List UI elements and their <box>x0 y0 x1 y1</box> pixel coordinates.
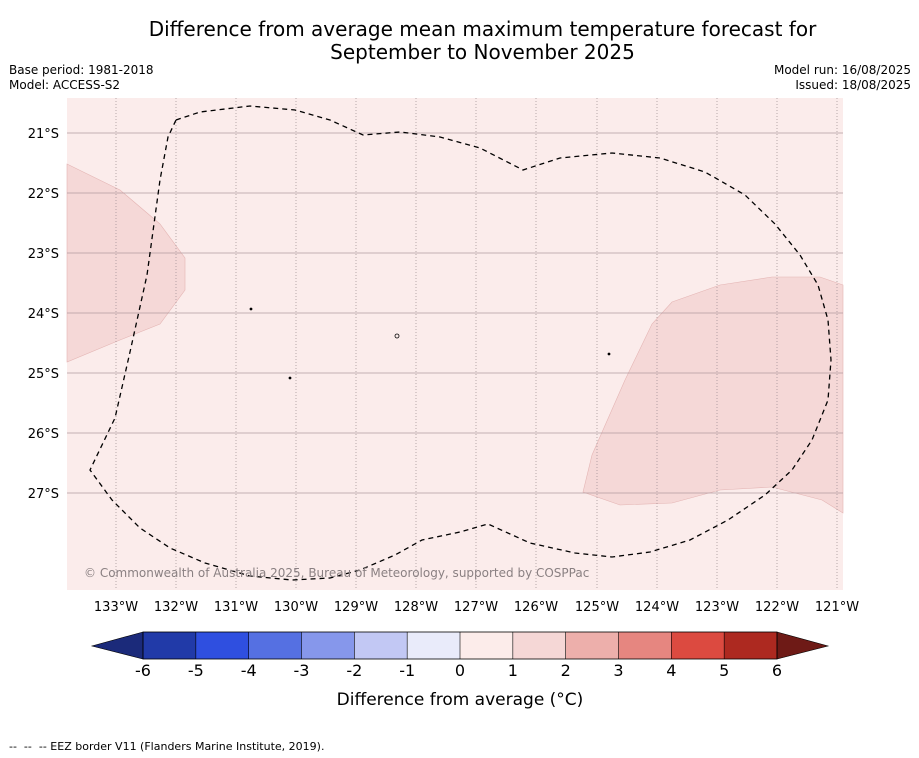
lon-label: 121°W <box>815 600 859 615</box>
title-line-1: Difference from average mean maximum tem… <box>148 17 817 41</box>
title-line-2: September to November 2025 <box>330 40 635 64</box>
colorbar-tick-label: 0 <box>455 661 465 680</box>
colorbar-segment <box>724 632 778 659</box>
colorbar-tick-label: -3 <box>294 661 310 680</box>
gridlines <box>115 98 838 590</box>
lon-label: 133°W <box>94 600 138 615</box>
lon-label: 132°W <box>154 600 198 615</box>
lat-label: 27°S <box>28 487 59 502</box>
colorbar-tick-label: 3 <box>613 661 623 680</box>
lat-label: 23°S <box>28 247 59 262</box>
colorbar-tick-label: 5 <box>719 661 729 680</box>
copyright-notice: © Commonwealth of Australia 2025, Bureau… <box>84 566 589 580</box>
colorbar-tick-label: -2 <box>346 661 362 680</box>
colorbar-tick-label: 1 <box>508 661 518 680</box>
colorbar-ticks: -6 -5 -4 -3 -2 -1 0 1 2 3 4 5 6 <box>135 632 782 680</box>
lon-label: 128°W <box>394 600 438 615</box>
lat-label: 22°S <box>28 187 59 202</box>
lat-labels: 21°S 22°S 23°S 24°S 25°S 26°S 27°S <box>28 127 59 502</box>
lon-label: 131°W <box>214 600 258 615</box>
colorbar-tick-label: -4 <box>241 661 257 680</box>
lon-label: 125°W <box>575 600 619 615</box>
island-marker <box>288 376 292 380</box>
colorbar-segment <box>407 632 461 659</box>
lat-label: 25°S <box>28 367 59 382</box>
colorbar-segment <box>301 632 355 659</box>
map-title: Difference from average mean maximum tem… <box>0 18 919 64</box>
colorbar-segment <box>671 632 725 659</box>
island-marker <box>607 352 611 356</box>
colorbar-segment <box>248 632 302 659</box>
colorbar-segment <box>460 632 514 659</box>
colorbar-segment <box>143 632 197 659</box>
colorbar-tick-label: 2 <box>561 661 571 680</box>
colorbar-tick-label: -6 <box>135 661 151 680</box>
anomaly-region-west <box>66 163 186 363</box>
colorbar-segment <box>195 632 249 659</box>
lat-label: 24°S <box>28 307 59 322</box>
colorbar-segment <box>512 632 566 659</box>
colorbar-title: Difference from average (°C) <box>337 690 584 710</box>
colorbar-segment <box>565 632 619 659</box>
colorbar-tick-label: 6 <box>772 661 782 680</box>
colorbar-under-arrow <box>90 631 144 660</box>
colorbar-tick-label: -1 <box>399 661 415 680</box>
anomaly-region-east <box>582 276 844 514</box>
island-marker <box>394 333 400 339</box>
metadata-left: Base period: 1981-2018 Model: ACCESS-S2 <box>9 63 154 93</box>
lon-label: 130°W <box>274 600 318 615</box>
model-name: Model: ACCESS-S2 <box>9 78 121 92</box>
islands <box>249 307 611 380</box>
lon-label: 123°W <box>695 600 739 615</box>
lat-gridlines <box>67 132 843 494</box>
colorbar-over-arrow <box>776 631 830 660</box>
lat-label: 26°S <box>28 427 59 442</box>
model-run: Model run: 16/08/2025 <box>773 63 911 77</box>
eez-legend-footnote: -- -- -- EEZ border V11 (Flanders Marine… <box>9 740 325 753</box>
colorbar-segment <box>354 632 408 659</box>
issued-date: Issued: 18/08/2025 <box>795 78 911 92</box>
metadata-right: Model run: 16/08/2025 Issued: 18/08/2025 <box>774 63 911 93</box>
lon-label: 124°W <box>635 600 679 615</box>
lon-labels: 133°W 132°W 131°W 130°W 129°W 128°W 127°… <box>94 600 859 615</box>
lon-label: 122°W <box>755 600 799 615</box>
island-marker <box>249 307 253 311</box>
lon-label: 127°W <box>454 600 498 615</box>
colorbar-segments <box>143 632 778 659</box>
colorbar-segment <box>618 632 672 659</box>
lon-label: 126°W <box>514 600 558 615</box>
colorbar: -6 -5 -4 -3 -2 -1 0 1 2 3 4 5 6 Difference from aver… <box>90 631 830 710</box>
lat-label: 21°S <box>28 127 59 142</box>
base-period: Base period: 1981-2018 <box>9 63 154 77</box>
lon-label: 129°W <box>334 600 378 615</box>
colorbar-tick-label: 4 <box>666 661 676 680</box>
colorbar-tick-label: -5 <box>188 661 204 680</box>
